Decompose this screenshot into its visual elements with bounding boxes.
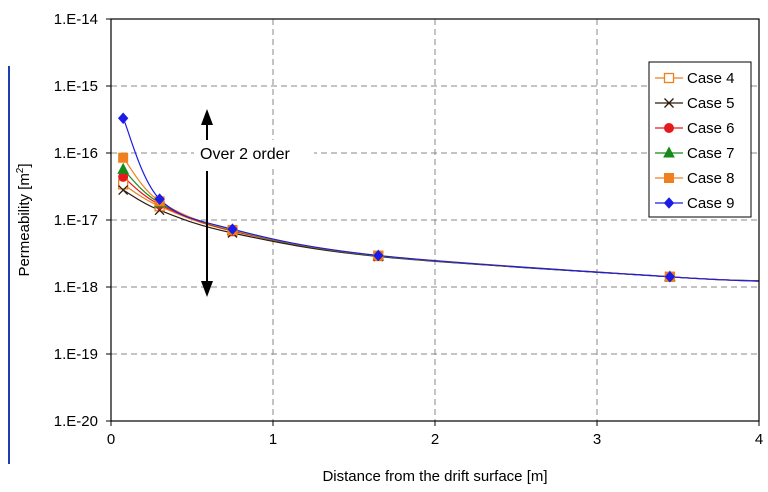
legend-case-8-marker — [664, 173, 674, 183]
legend-case-6-marker — [664, 123, 674, 133]
legend-case-7-marker — [663, 146, 675, 158]
marker-case-9 — [117, 112, 129, 125]
x-tick-label: 1 — [269, 431, 277, 448]
marker-case-9 — [664, 271, 676, 283]
y-axis-label-base: Permeability [m — [16, 173, 33, 276]
annotation: Over 2 order — [194, 140, 314, 166]
y-tick-label: 1.E-15 — [54, 78, 98, 95]
arrow-down-head — [201, 281, 213, 297]
marker-case-9 — [227, 223, 238, 235]
x-tick-label: 0 — [107, 431, 115, 448]
annotation-text: Over 2 order — [200, 146, 290, 163]
marker-case-8 — [118, 152, 129, 163]
x-tick-label: 4 — [755, 431, 763, 448]
left-edge-rule — [8, 66, 10, 464]
legend-case-9-marker — [663, 197, 675, 209]
y-axis-label-exponent: 2 — [15, 167, 26, 173]
arrow-up-head — [201, 109, 213, 125]
order-arrows — [201, 109, 213, 297]
x-tick-label: 3 — [593, 431, 601, 448]
marker-case-7 — [117, 162, 129, 174]
legend-case-4-marker — [663, 72, 675, 84]
y-tick-label: 1.E-16 — [54, 145, 98, 162]
marker-case-9 — [154, 193, 165, 205]
axis-ticks: 0 1 2 3 4 1.E-20 1.E-19 1.E-18 1.E-17 1.E-16 1.E-1… — [54, 11, 763, 448]
legend-case-5-label: Case 5 — [687, 95, 735, 112]
x-axis-label: Distance from the drift surface [m] — [322, 468, 547, 485]
y-axis-label-tail: ] — [16, 163, 33, 167]
y-tick-label: 1.E-20 — [54, 413, 98, 430]
legend-case-8-label: Case 8 — [687, 170, 735, 187]
legend-case-6-label: Case 6 — [687, 120, 735, 137]
marker-case-5 — [118, 185, 129, 195]
legend-case-5-marker — [664, 98, 674, 108]
legend: Case 4 Case 5 Case 6 Case 7 Case 8 Case 9 — [648, 61, 752, 218]
marker-case-9 — [373, 249, 384, 262]
legend-box — [648, 61, 752, 218]
y-axis-label: Permeability [m2] — [15, 163, 33, 276]
y-tick-label: 1.E-19 — [54, 346, 98, 363]
y-tick-label: 1.E-17 — [54, 212, 98, 229]
legend-case-9-label: Case 9 — [687, 195, 735, 212]
x-tick-label: 2 — [431, 431, 439, 448]
y-tick-label: 1.E-18 — [54, 279, 98, 296]
series-markers — [117, 112, 676, 283]
legend-case-7-label: Case 7 — [687, 145, 735, 162]
y-tick-label: 1.E-14 — [54, 11, 98, 28]
legend-case-4-label: Case 4 — [687, 70, 735, 87]
